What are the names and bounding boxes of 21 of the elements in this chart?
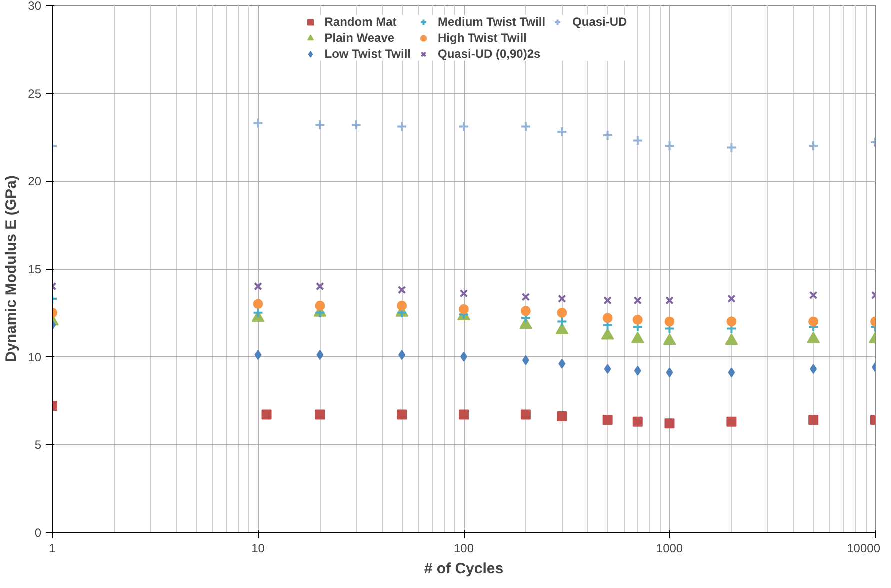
- y-tick-label: 10: [28, 350, 42, 364]
- x-tick-label: 10000: [847, 542, 881, 556]
- y-tick-label: 0: [34, 526, 42, 540]
- legend-label: High Twist Twill: [438, 31, 527, 45]
- legend-label: Quasi-UD (0,90)2s: [438, 47, 541, 61]
- y-tick-label: 5: [34, 438, 42, 452]
- x-tick-label: 100: [454, 542, 474, 556]
- y-tick-label: 15: [28, 262, 42, 276]
- x-tick-label: 10: [252, 542, 266, 556]
- legend-label: Plain Weave: [324, 31, 395, 45]
- y-tick-label: 20: [28, 174, 42, 189]
- legend-label: Random Mat: [324, 15, 397, 29]
- y-tick-label: 30: [28, 0, 42, 13]
- x-tick-label: 1: [49, 542, 56, 556]
- y-tick-label: 25: [28, 86, 42, 101]
- legend-label: Low Twist Twill: [324, 47, 411, 61]
- y-axis-title: Dynamic Modulus E (GPa): [3, 176, 20, 362]
- x-axis-title: # of Cycles: [424, 560, 504, 578]
- x-tick-label: 1000: [656, 542, 684, 556]
- legend-label: Quasi-UD: [572, 15, 628, 29]
- legend-label: Medium Twist Twill: [438, 15, 546, 29]
